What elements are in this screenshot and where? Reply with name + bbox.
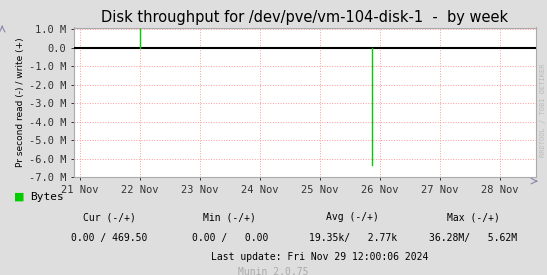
Text: 19.35k/   2.77k: 19.35k/ 2.77k	[309, 233, 397, 243]
Text: Cur (-/+): Cur (-/+)	[83, 212, 136, 222]
Y-axis label: Pr second read (-) / write (+): Pr second read (-) / write (+)	[15, 38, 25, 167]
Text: 36.28M/   5.62M: 36.28M/ 5.62M	[429, 233, 517, 243]
Title: Disk throughput for /dev/pve/vm-104-disk-1  -  by week: Disk throughput for /dev/pve/vm-104-disk…	[101, 10, 509, 25]
Text: 0.00 /   0.00: 0.00 / 0.00	[191, 233, 268, 243]
Text: Avg (-/+): Avg (-/+)	[327, 212, 379, 222]
Text: ■: ■	[14, 192, 24, 202]
Text: RRDTOOL / TOBI OETIKER: RRDTOOL / TOBI OETIKER	[540, 63, 546, 157]
Text: Munin 2.0.75: Munin 2.0.75	[238, 267, 309, 275]
Text: Last update: Fri Nov 29 12:00:06 2024: Last update: Fri Nov 29 12:00:06 2024	[211, 252, 429, 262]
Text: Max (-/+): Max (-/+)	[447, 212, 499, 222]
Text: Bytes: Bytes	[30, 192, 64, 202]
Text: Min (-/+): Min (-/+)	[203, 212, 256, 222]
Text: 0.00 / 469.50: 0.00 / 469.50	[71, 233, 148, 243]
